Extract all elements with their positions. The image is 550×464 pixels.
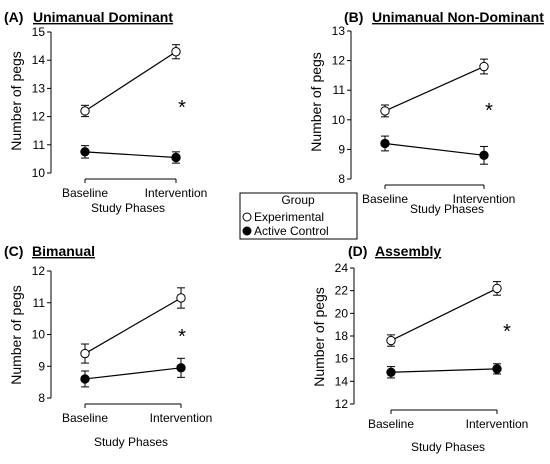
x-axis-label: Study Phases [411,440,485,454]
data-point-experimental [176,293,186,303]
axes: 8 9 10 11 12 13 Baseline Intervention [332,24,516,206]
y-tick-label: 15 [32,25,46,39]
panel-b: (B) Unimanual Non-Dominant Number of peg… [308,9,544,216]
x-axis-label: Study Phases [410,202,484,216]
data-point-active-control [80,147,90,157]
data-point-experimental [479,61,489,72]
y-tick-label: 11 [333,83,346,97]
data-point-active-control [479,150,489,161]
data-point-experimental [80,348,90,359]
y-axis-label: Number of pegs [8,285,24,385]
y-tick-label: 12 [32,110,46,124]
y-tick-label: 14 [335,374,349,388]
panel-title: Unimanual Non-Dominant [372,9,544,25]
legend-filled-marker-icon [242,226,252,236]
x-axis-label: Study Phases [91,201,165,215]
y-tick-label: 10 [332,113,346,127]
data-point-active-control [380,138,390,149]
panel-label: (C) [4,243,23,259]
y-tick-label: 14 [32,53,46,67]
series-line [84,151,177,159]
panel-c: (C) Bimanual Number of pegs Study Phases… [4,243,212,449]
legend-open-marker-icon [242,212,252,222]
y-tick-label: 9 [38,359,45,373]
axes: 12 14 16 18 20 22 24 Baseline Intervention [335,261,529,431]
series-line [84,297,182,355]
significance-marker: * [178,326,186,348]
x-tick-label: Baseline [368,417,414,431]
data-marks [80,44,181,164]
panel-title: Unimanual Dominant [33,9,173,25]
legend-item-active-control: Active Control [254,224,329,238]
panel-d: (D) Assembly Number of pegs Study Phases… [311,243,528,454]
data-point-experimental [492,283,502,294]
x-tick-label: Intervention [150,411,213,425]
data-point-experimental [380,106,390,116]
y-tick-label: 9 [338,142,345,156]
significance-marker: * [485,100,493,122]
data-marks [380,58,489,165]
axes: 10 11 12 13 14 15 Baseline Intervention [32,25,208,200]
panel-label: (B) [344,9,363,25]
y-axis-label: Number of pegs [308,52,324,152]
y-tick-label: 11 [33,296,46,310]
legend-item-experimental: Experimental [254,210,324,224]
data-marks [80,287,186,388]
significance-marker: * [503,321,511,343]
panel-title: Assembly [375,243,441,259]
x-tick-label: Intervention [145,186,208,200]
data-point-experimental [80,106,90,116]
panel-title: Bimanual [32,243,95,259]
y-tick-label: 13 [32,81,46,95]
x-tick-label: Baseline [62,411,108,425]
data-marks [386,281,502,379]
legend-box [239,192,358,240]
data-point-active-control [176,363,186,373]
y-tick-label: 24 [335,261,349,275]
x-tick-label: Intervention [466,417,529,431]
y-tick-label: 8 [338,172,345,186]
panel-label: (A) [4,9,23,25]
y-tick-label: 8 [38,391,45,405]
axes: 8 9 10 11 12 Baseline Intervention [32,264,213,425]
legend-title: Group [281,193,315,207]
data-point-active-control [492,364,502,374]
y-axis-label: Number of pegs [8,51,24,151]
y-tick-label: 16 [335,352,349,366]
series-line [384,142,485,156]
panel-label: (D) [348,243,367,259]
x-tick-label: Baseline [62,186,108,200]
x-axis-label: Study Phases [94,435,168,449]
y-tick-label: 11 [33,138,46,152]
data-point-experimental [386,335,396,346]
series-line [390,287,498,342]
y-tick-label: 20 [335,306,349,320]
legend: Group Experimental Active Control [239,192,358,240]
y-tick-label: 12 [335,397,349,411]
y-tick-label: 22 [335,284,349,298]
series-line [390,368,498,373]
panel-a: (A) Unimanual Dominant Number of pegs St… [4,9,207,215]
series-line [84,51,177,112]
data-point-active-control [80,374,90,384]
y-tick-label: 10 [32,328,46,342]
significance-marker: * [178,97,186,119]
data-point-experimental [171,47,181,57]
x-tick-label: Baseline [362,192,408,206]
y-tick-label: 13 [332,24,346,38]
series-line [84,367,182,380]
y-tick-label: 12 [332,54,346,68]
x-tick-label: Intervention [453,192,516,206]
series-line [384,65,485,112]
y-tick-label: 18 [335,329,349,343]
y-tick-label: 12 [32,264,46,278]
data-point-active-control [171,152,181,163]
y-tick-label: 10 [32,166,46,180]
y-axis-label: Number of pegs [311,287,327,387]
data-point-active-control [386,367,396,377]
